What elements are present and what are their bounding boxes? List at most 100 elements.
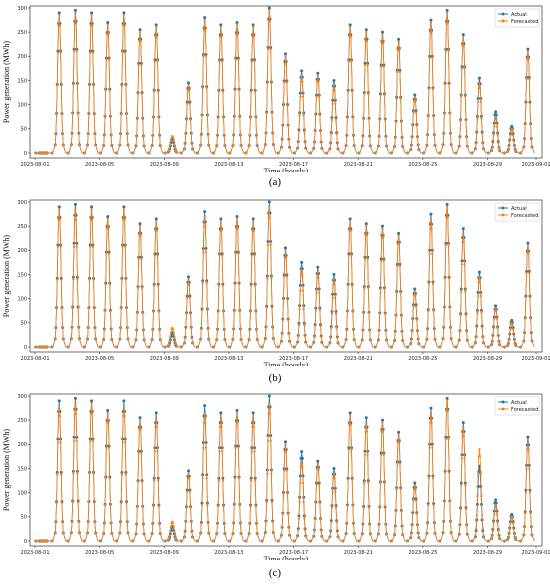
data-point	[524, 123, 527, 126]
data-point	[67, 151, 70, 155]
data-point	[61, 326, 64, 330]
data-point	[497, 529, 500, 532]
data-point	[102, 144, 105, 147]
data-point	[507, 342, 510, 345]
data-point	[301, 95, 305, 98]
data-point	[528, 467, 531, 470]
x-tick-label: 2023-09-01	[521, 550, 550, 556]
data-point	[381, 227, 384, 230]
data-point	[296, 341, 299, 344]
data-point	[56, 51, 60, 54]
data-point	[460, 95, 463, 98]
data-point	[334, 506, 338, 509]
data-point	[74, 412, 78, 415]
data-point	[479, 473, 482, 476]
data-point	[136, 92, 140, 95]
data-point	[380, 224, 384, 228]
data-point	[287, 124, 290, 127]
data-point	[316, 74, 319, 77]
data-point	[444, 49, 447, 53]
data-point	[204, 55, 208, 58]
data-point	[509, 134, 512, 137]
data-point	[71, 501, 74, 504]
data-point	[173, 336, 176, 339]
data-point	[184, 326, 187, 330]
data-point	[267, 200, 271, 204]
data-point	[429, 406, 433, 410]
data-point	[510, 515, 513, 518]
data-point	[427, 477, 431, 480]
data-point	[399, 487, 402, 491]
data-point	[109, 115, 112, 119]
data-point	[413, 287, 417, 291]
data-point	[449, 520, 452, 523]
data-point	[302, 500, 305, 504]
data-point	[72, 278, 75, 281]
data-point	[367, 481, 370, 485]
data-point	[309, 151, 312, 155]
data-point	[514, 150, 517, 153]
data-point	[269, 439, 272, 442]
x-tick-label: 2023-08-09	[150, 356, 179, 362]
data-point	[269, 48, 272, 51]
data-point	[464, 119, 468, 122]
x-axis-label: Time (hourly)	[264, 555, 309, 560]
data-point	[390, 345, 393, 349]
data-point	[297, 130, 301, 133]
chart-panel-c: 0 50 100 150 200 250 300 2023-08-01 2023-08-05 20…	[2, 393, 550, 560]
legend-marker	[501, 407, 505, 411]
data-point	[260, 151, 264, 155]
data-point	[432, 309, 435, 313]
data-point	[309, 345, 312, 349]
data-point	[474, 336, 478, 339]
data-point	[471, 151, 474, 155]
data-point	[249, 505, 252, 508]
data-point	[196, 345, 199, 349]
data-point	[304, 535, 307, 538]
data-point	[425, 532, 429, 535]
data-point	[236, 33, 239, 36]
data-point	[293, 345, 296, 349]
data-point	[93, 132, 97, 136]
data-point	[443, 277, 447, 280]
data-point	[401, 533, 404, 536]
data-point	[348, 217, 352, 221]
data-point	[380, 259, 383, 262]
data-point	[199, 338, 202, 341]
data-point	[54, 143, 57, 147]
data-point	[190, 132, 193, 136]
data-point	[58, 24, 62, 27]
data-point	[303, 517, 306, 520]
data-point	[74, 218, 78, 221]
data-point	[184, 142, 187, 145]
data-point	[277, 345, 280, 349]
x-tick-label: 2023-08-29	[473, 356, 502, 362]
data-point	[299, 95, 302, 98]
data-point	[352, 134, 355, 137]
data-point	[119, 521, 122, 524]
data-point	[317, 80, 320, 83]
data-point	[175, 538, 178, 541]
data-point	[524, 296, 528, 299]
data-point	[250, 284, 253, 287]
data-point	[175, 344, 178, 347]
data-point	[506, 538, 509, 541]
data-point	[215, 532, 218, 536]
series-forecasted	[34, 399, 535, 543]
y-tick-label: 150	[17, 78, 27, 84]
data-point	[492, 326, 495, 330]
data-point	[441, 143, 445, 147]
data-point	[268, 216, 272, 219]
data-point	[313, 335, 316, 338]
data-point	[300, 74, 303, 77]
data-point	[238, 309, 241, 313]
data-point	[280, 340, 283, 343]
data-point	[188, 490, 191, 493]
x-tick-label: 2023-08-01	[20, 356, 49, 362]
data-point	[108, 283, 111, 286]
data-point	[416, 330, 419, 333]
data-point	[522, 340, 525, 343]
data-point	[427, 115, 430, 118]
data-point	[446, 11, 449, 14]
data-point	[59, 245, 62, 248]
